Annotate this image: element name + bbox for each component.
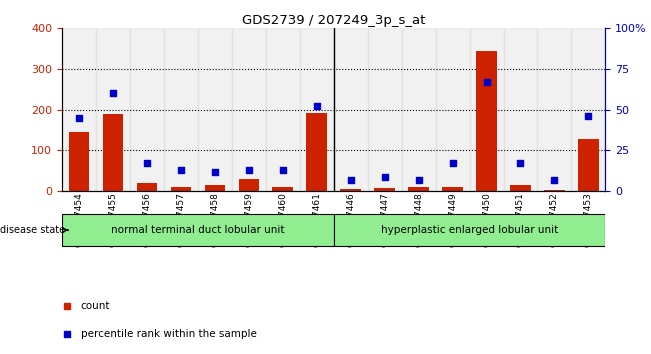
Bar — [62, 214, 334, 246]
Bar — [171, 187, 191, 191]
Text: hyperplastic enlarged lobular unit: hyperplastic enlarged lobular unit — [381, 225, 558, 235]
Bar — [334, 28, 368, 191]
Point — [210, 169, 220, 175]
Bar — [408, 187, 429, 191]
Point — [380, 174, 390, 179]
Point — [176, 167, 186, 173]
Point — [413, 177, 424, 183]
Point — [346, 177, 356, 183]
Bar — [510, 185, 531, 191]
Point — [516, 161, 526, 166]
Point — [277, 167, 288, 173]
Bar — [103, 114, 123, 191]
Bar — [299, 28, 333, 191]
Bar — [443, 187, 463, 191]
Point — [141, 161, 152, 166]
Bar — [334, 214, 605, 246]
Bar — [164, 28, 198, 191]
Point — [311, 104, 322, 109]
Bar — [340, 189, 361, 191]
Bar — [402, 28, 436, 191]
Bar — [307, 113, 327, 191]
Bar — [368, 28, 402, 191]
Bar — [477, 51, 497, 191]
Bar — [62, 28, 96, 191]
Bar — [374, 188, 395, 191]
Text: count: count — [81, 301, 111, 310]
Bar — [572, 28, 605, 191]
Bar — [96, 28, 130, 191]
Bar — [266, 28, 299, 191]
Bar — [436, 28, 469, 191]
Text: normal terminal duct lobular unit: normal terminal duct lobular unit — [111, 225, 284, 235]
Bar — [68, 132, 89, 191]
Point — [549, 177, 560, 183]
Bar — [130, 28, 164, 191]
Bar — [469, 28, 503, 191]
Point — [583, 113, 594, 119]
Bar — [273, 187, 293, 191]
Bar — [232, 28, 266, 191]
Point — [243, 167, 254, 173]
Bar — [238, 179, 259, 191]
Point — [481, 79, 492, 85]
Bar — [137, 183, 157, 191]
Point — [447, 161, 458, 166]
Point — [107, 91, 118, 96]
Bar — [204, 185, 225, 191]
Bar — [503, 28, 538, 191]
Title: GDS2739 / 207249_3p_s_at: GDS2739 / 207249_3p_s_at — [242, 14, 425, 27]
Text: disease state: disease state — [0, 225, 68, 235]
Bar — [578, 139, 599, 191]
Bar — [544, 190, 564, 191]
Point — [74, 115, 84, 121]
Text: percentile rank within the sample: percentile rank within the sample — [81, 329, 256, 339]
Bar — [198, 28, 232, 191]
Bar — [538, 28, 572, 191]
